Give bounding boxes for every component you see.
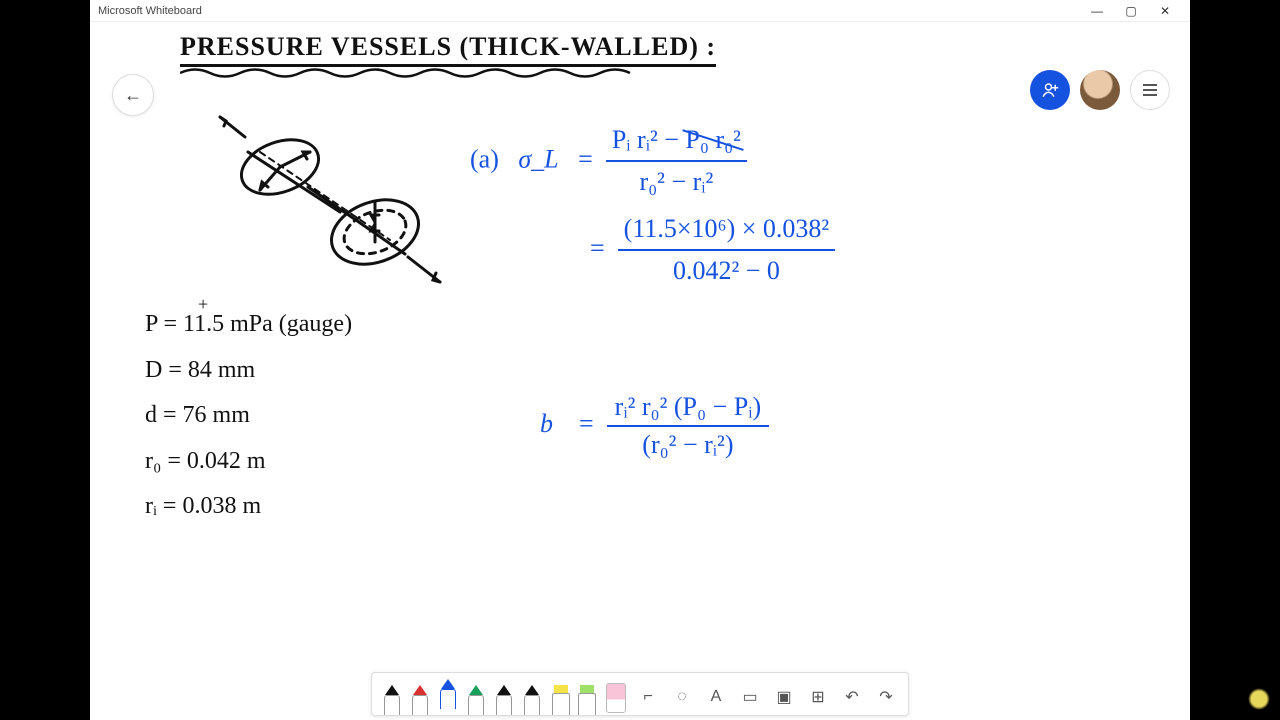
ruler-tool[interactable]: ⌐	[636, 679, 660, 715]
back-button[interactable]: ←	[112, 74, 154, 116]
ink-given-ri: rᵢ = 0.038 m	[145, 484, 352, 530]
pen-tool-1[interactable]	[410, 679, 430, 715]
undo-button[interactable]: ↶	[840, 679, 864, 715]
pen-tool-4[interactable]	[494, 679, 514, 715]
title-bar: Microsoft Whiteboard — ▢ ✕	[90, 0, 1190, 22]
hamburger-icon	[1142, 83, 1158, 97]
maximize-button[interactable]: ▢	[1114, 4, 1148, 18]
app-window: Microsoft Whiteboard — ▢ ✕ ← PRESSU	[90, 0, 1190, 720]
ink-givens: P = 11.5 mPa (gauge) D = 84 mm d = 76 mm…	[145, 302, 352, 530]
minimize-button[interactable]: —	[1080, 4, 1114, 18]
note-tool[interactable]: ▭	[738, 679, 762, 715]
top-right-controls	[1030, 70, 1170, 110]
highlighter-tool-0[interactable]	[552, 679, 570, 715]
eraser-tool[interactable]	[606, 683, 626, 713]
ink-given-D: D = 84 mm	[145, 348, 352, 394]
highlighter-group	[552, 679, 596, 715]
cursor-highlight	[1248, 688, 1270, 710]
pen-tool-3[interactable]	[466, 679, 486, 715]
ink-cylinder-sketch	[190, 112, 450, 312]
ink-title: PRESSURE VESSELS (THICK-WALLED) :	[180, 32, 716, 67]
user-avatar[interactable]	[1080, 70, 1120, 110]
pen-group	[382, 679, 542, 715]
pen-tool-0[interactable]	[382, 679, 402, 715]
close-button[interactable]: ✕	[1148, 4, 1182, 18]
ink-toolbar: ⌐ ◌ A ▭ ▣ ⊞ ↶ ↷	[371, 672, 909, 716]
whiteboard-canvas[interactable]: ← PRESSURE VESSELS (THICK-WALLED) :	[90, 22, 1190, 720]
settings-menu-button[interactable]	[1130, 70, 1170, 110]
pen-tool-5[interactable]	[522, 679, 542, 715]
back-arrow-icon: ←	[124, 85, 142, 106]
title-underline-wavy	[180, 66, 640, 80]
share-button[interactable]	[1030, 70, 1070, 110]
ink-equation-a: (a) σ_L = Pᵢ rᵢ² − P₀ r₀² r₀² − rᵢ² = (1…	[470, 122, 835, 290]
ink-given-p: P = 11.5 mPa (gauge)	[145, 302, 352, 348]
pen-tool-2[interactable]	[438, 673, 458, 709]
image-tool[interactable]: ▣	[772, 679, 796, 715]
window-title: Microsoft Whiteboard	[98, 5, 202, 17]
ink-equation-b: b = rᵢ² r₀² (P₀ − Pᵢ) (r₀² − rᵢ²)	[540, 392, 769, 460]
highlighter-tool-1[interactable]	[578, 679, 596, 715]
text-tool[interactable]: A	[704, 679, 728, 715]
ink-given-r0: r₀ = 0.042 m	[145, 439, 352, 485]
person-icon	[1041, 81, 1059, 99]
lasso-tool[interactable]: ◌	[670, 679, 694, 715]
add-tool[interactable]: ⊞	[806, 679, 830, 715]
redo-button[interactable]: ↷	[874, 679, 898, 715]
ink-given-d: d = 76 mm	[145, 393, 352, 439]
